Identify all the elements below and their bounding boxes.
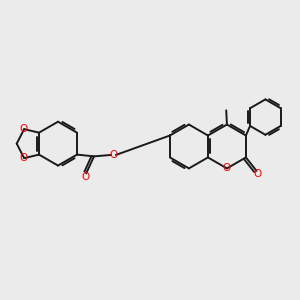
Text: O: O bbox=[253, 169, 261, 179]
Text: O: O bbox=[20, 124, 28, 134]
Text: O: O bbox=[222, 164, 231, 173]
Text: O: O bbox=[20, 154, 28, 164]
Text: O: O bbox=[81, 172, 90, 182]
Text: O: O bbox=[110, 150, 118, 160]
